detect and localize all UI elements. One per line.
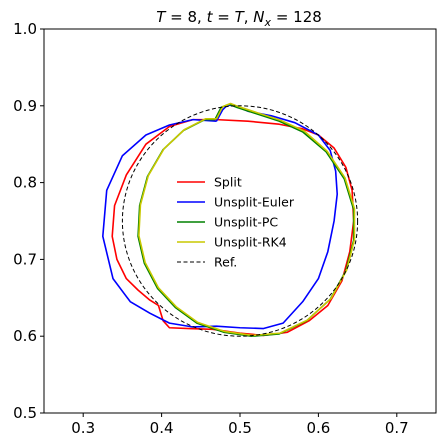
- y-tick-label: 1.0: [13, 20, 37, 38]
- x-tick-label: 0.5: [228, 419, 252, 437]
- x-tick-label: 0.3: [71, 419, 95, 437]
- series-unsplit-euler-line: [102, 104, 339, 330]
- legend-unsplit-rk4-label: Unsplit-RK4: [214, 235, 287, 250]
- x-tick-label: 0.6: [306, 419, 330, 437]
- chart-title: T = 8, t = T, Nx = 128: [156, 8, 322, 29]
- plot-area: [102, 102, 359, 337]
- series-unsplit-rk4-line: [138, 102, 356, 337]
- legend-split-label: Split: [214, 175, 242, 190]
- y-tick-label: 0.6: [13, 327, 37, 345]
- x-tick-label: 0.7: [385, 419, 409, 437]
- legend: Split Unsplit-Euler Unsplit-PC Unsplit-RK4 R…: [177, 175, 295, 270]
- x-tick-label: 0.4: [150, 419, 174, 437]
- y-tick-label: 0.5: [13, 404, 37, 422]
- legend-ref-label: Ref.: [214, 255, 237, 270]
- y-tick-label: 0.7: [13, 250, 37, 268]
- y-tick-label: 0.8: [13, 174, 37, 192]
- y-tick-label: 0.9: [13, 97, 37, 115]
- legend-unsplit-pc-label: Unsplit-PC: [214, 215, 278, 230]
- axis-ticks: 0.3 0.4 0.5 0.6 0.7 0.5 0.6 0.7 0.8 0.9 1.0: [13, 20, 409, 437]
- legend-unsplit-euler-label: Unsplit-Euler: [214, 195, 295, 210]
- series-ref-line: [121, 105, 359, 337]
